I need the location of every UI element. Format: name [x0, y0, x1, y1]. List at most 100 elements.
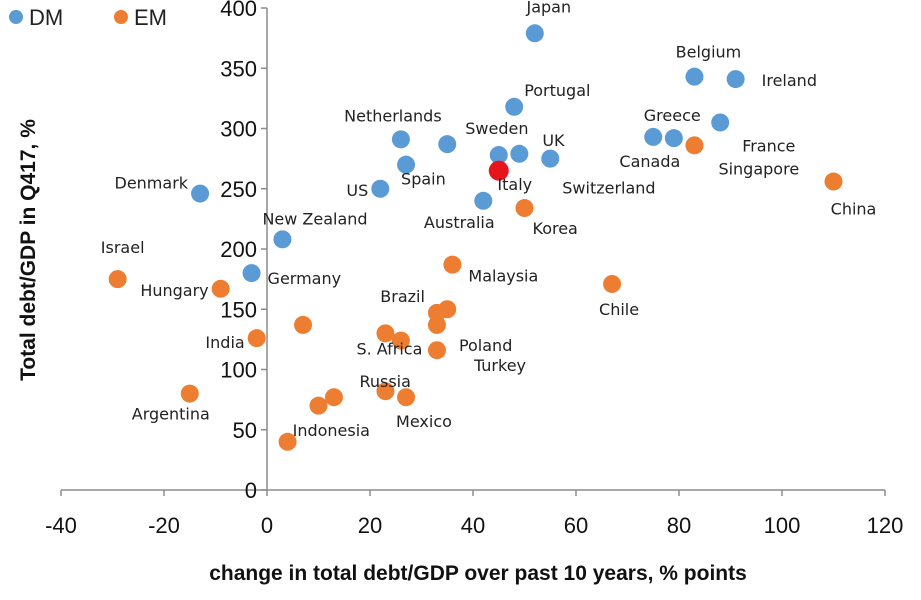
x-tick-label: 0 [261, 513, 273, 538]
data-points [108, 24, 843, 451]
s-africa-point [376, 324, 395, 343]
unlabeled-point [391, 331, 410, 350]
brazil-label: Brazil [380, 287, 425, 306]
india-point [247, 329, 266, 348]
germany-label: Germany [268, 269, 342, 288]
france-point [711, 113, 730, 132]
singapore-point [685, 136, 704, 155]
x-tick-label: 120 [867, 513, 904, 538]
switzerland-label: Switzerland [562, 179, 655, 198]
israel-point [108, 270, 127, 289]
unlabeled-point [294, 315, 313, 334]
y-tick-label: 200 [220, 237, 257, 262]
malaysia-label: Malaysia [468, 267, 538, 286]
legend-marker-em [114, 10, 128, 24]
belgium-label: Belgium [676, 43, 742, 62]
denmark-point [191, 184, 210, 203]
point-labels: Japan Belgium Ireland Portugal France Netherl… [101, 0, 877, 440]
new-zealand-label: New Zealand [262, 209, 367, 228]
x-tick-label: 100 [764, 513, 801, 538]
uk-point [510, 144, 529, 163]
denmark-label: Denmark [115, 174, 189, 193]
y-tick-label: 300 [220, 117, 257, 142]
hungary-point [211, 279, 230, 298]
x-tick-label: 40 [461, 513, 485, 538]
sweden-label: Sweden [465, 119, 528, 138]
australia-point [474, 191, 493, 210]
indonesia-label: Indonesia [293, 421, 370, 440]
malaysia-point [443, 255, 462, 274]
unlabeled-point [309, 396, 328, 415]
unlabeled-point [324, 388, 343, 407]
korea-point [515, 199, 534, 218]
greece-label: Greece [644, 106, 701, 125]
legend-label-em: EM [134, 5, 167, 30]
russia-point [376, 382, 395, 401]
korea-label: Korea [533, 219, 578, 238]
india-label: India [205, 333, 244, 352]
x-tick-label: -20 [148, 513, 180, 538]
ireland-point [726, 70, 745, 89]
portugal-point [505, 97, 524, 116]
y-tick-label: 0 [245, 478, 257, 503]
italy-point [489, 146, 508, 165]
y-ticks: 0 50 100 150 200 250 300 350 400 [220, 0, 267, 503]
x-tick-label: -40 [45, 513, 77, 538]
canada-point [664, 129, 683, 148]
ireland-label: Ireland [762, 71, 817, 90]
mexico-label: Mexico [396, 412, 452, 431]
legend-marker-dm [9, 10, 23, 24]
sweden-point [438, 135, 457, 154]
s-africa-label: S. Africa [356, 339, 422, 358]
spain-point [397, 155, 416, 174]
poland-point [427, 315, 446, 334]
y-tick-label: 400 [220, 0, 257, 21]
x-tick-label: 60 [564, 513, 588, 538]
y-tick-label: 350 [220, 56, 257, 81]
belgium-point [685, 67, 704, 86]
x-tick-label: 20 [358, 513, 382, 538]
netherlands-point [391, 130, 410, 149]
china-label: China [831, 200, 877, 219]
y-axis-title: Total debt/GDP in Q417, % [17, 119, 40, 381]
chile-point [603, 274, 622, 293]
us-label: US [346, 181, 368, 200]
greece-point [644, 127, 663, 146]
argentina-point [180, 384, 199, 403]
canada-label: Canada [619, 152, 680, 171]
hungary-label: Hungary [140, 281, 208, 300]
uk-label: UK [542, 131, 565, 150]
japan-label: Japan [525, 0, 571, 16]
x-ticks: -40 -20 0 20 40 60 80 100 120 [45, 490, 903, 538]
legend-label-dm: DM [29, 5, 63, 30]
x-tick-label: 80 [667, 513, 691, 538]
y-tick-label: 150 [220, 297, 257, 322]
y-tick-label: 50 [233, 418, 257, 443]
singapore-label: Singapore [718, 159, 799, 178]
switzerland-point [541, 149, 560, 168]
y-tick-label: 100 [220, 358, 257, 383]
argentina-label: Argentina [132, 405, 210, 424]
highlight-marker [488, 160, 509, 181]
chile-label: Chile [599, 300, 639, 319]
italy-label: Italy [497, 175, 532, 194]
australia-label: Australia [424, 213, 495, 232]
x-axis-title: change in total debt/GDP over past 10 ye… [209, 562, 747, 585]
japan-point [525, 24, 544, 43]
netherlands-label: Netherlands [344, 106, 442, 125]
unlabeled-point [438, 300, 457, 319]
china-point [824, 172, 843, 191]
germany-point [242, 264, 261, 283]
spain-label: Spain [401, 170, 446, 189]
poland-label: Poland [459, 336, 512, 355]
turkey-label: Turkey [473, 356, 526, 375]
legend: DM EM [9, 5, 167, 30]
france-label: France [742, 136, 795, 155]
mexico-point [397, 388, 416, 407]
indonesia-point [278, 432, 297, 451]
new-zealand-point [273, 230, 292, 249]
y-tick-label: 250 [220, 177, 257, 202]
israel-label: Israel [101, 238, 145, 257]
